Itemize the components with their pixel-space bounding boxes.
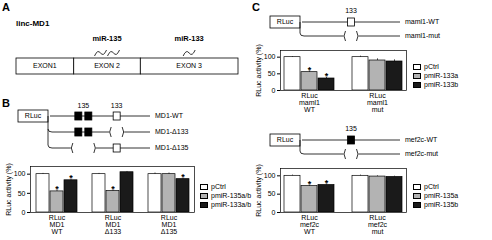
svg-text:RLucMD1Δ135: RLucMD1Δ135 <box>161 214 178 235</box>
svg-text:linc-MD1: linc-MD1 <box>16 19 50 28</box>
svg-text:0: 0 <box>272 87 276 94</box>
svg-text:RLucMD1WT: RLucMD1WT <box>49 214 66 235</box>
svg-text:135: 135 <box>77 102 89 109</box>
svg-text:*: * <box>181 172 185 182</box>
svg-text:MD1-Δ133: MD1-Δ133 <box>155 128 189 135</box>
svg-text:miR-135: miR-135 <box>92 34 121 43</box>
svg-text:*: * <box>55 184 59 194</box>
html-text:pmiR-135a/b: pmiR-135a/b <box>211 192 252 199</box>
svg-text:maml1-WT: maml1-WT <box>405 18 440 25</box>
svg-text:100: 100 <box>264 53 276 60</box>
svg-text:C: C <box>252 1 260 13</box>
html-text:pmiR-133a: pmiR-133a <box>424 72 459 79</box>
svg-text:mef2c-mut: mef2c-mut <box>405 150 438 157</box>
html-text:pmiR-135b: pmiR-135b <box>424 201 459 208</box>
svg-text:RLuc: RLuc <box>25 112 42 119</box>
svg-text:RLucmaml1mut: RLucmaml1mut <box>367 92 388 113</box>
svg-text:maml1-mut: maml1-mut <box>405 32 440 39</box>
svg-text:133: 133 <box>111 102 123 109</box>
svg-text:133: 133 <box>345 7 357 14</box>
svg-text:*: * <box>308 179 312 189</box>
svg-text:50: 50 <box>268 70 276 77</box>
svg-text:135: 135 <box>345 125 357 132</box>
svg-text:RLuc activity (%): RLuc activity (%) <box>5 163 13 216</box>
svg-text:RLuc: RLuc <box>277 18 294 25</box>
svg-text:0: 0 <box>22 209 26 216</box>
svg-text:*: * <box>69 173 73 183</box>
svg-text:RLuc: RLuc <box>277 136 294 143</box>
svg-text:EXON 3: EXON 3 <box>176 62 202 69</box>
svg-text:MD1-WT: MD1-WT <box>155 112 184 119</box>
svg-text:RLuc activity (%): RLuc activity (%) <box>255 164 263 217</box>
svg-text:mef2c-WT: mef2c-WT <box>405 136 438 143</box>
svg-text:RLucmef2cmut: RLucmef2cmut <box>368 214 388 235</box>
svg-text:*: * <box>308 65 312 75</box>
svg-text:RLucMD1Δ133: RLucMD1Δ133 <box>105 214 122 235</box>
html-text:pCtrl: pCtrl <box>424 183 439 190</box>
svg-text:0: 0 <box>272 209 276 216</box>
svg-text:B: B <box>2 97 10 109</box>
svg-text:RLuc activity (%): RLuc activity (%) <box>255 44 263 97</box>
html-text:pmiR-133b: pmiR-133b <box>424 81 459 88</box>
html-text:pmiR-135a: pmiR-135a <box>424 192 459 199</box>
svg-text:100: 100 <box>14 170 26 177</box>
svg-text:*: * <box>325 71 329 81</box>
html-text:pCtrl: pCtrl <box>211 183 226 190</box>
svg-text:*: * <box>111 184 115 194</box>
svg-text:MD1-Δ135: MD1-Δ135 <box>155 144 189 151</box>
svg-text:50: 50 <box>18 190 26 197</box>
html-text:pmiR-133a/b: pmiR-133a/b <box>211 201 252 208</box>
svg-text:RLucmef2cWT: RLucmef2cWT <box>300 214 320 235</box>
svg-text:A: A <box>2 1 10 13</box>
svg-text:50: 50 <box>268 190 276 197</box>
svg-text:RLucmaml1WT: RLucmaml1WT <box>299 92 320 113</box>
html-text:pCtrl: pCtrl <box>424 63 439 70</box>
svg-text:miR-133: miR-133 <box>175 34 204 43</box>
svg-text:*: * <box>325 178 329 188</box>
svg-text:EXON 2: EXON 2 <box>94 62 120 69</box>
svg-text:100: 100 <box>264 172 276 179</box>
svg-text:EXON1: EXON1 <box>33 62 57 69</box>
